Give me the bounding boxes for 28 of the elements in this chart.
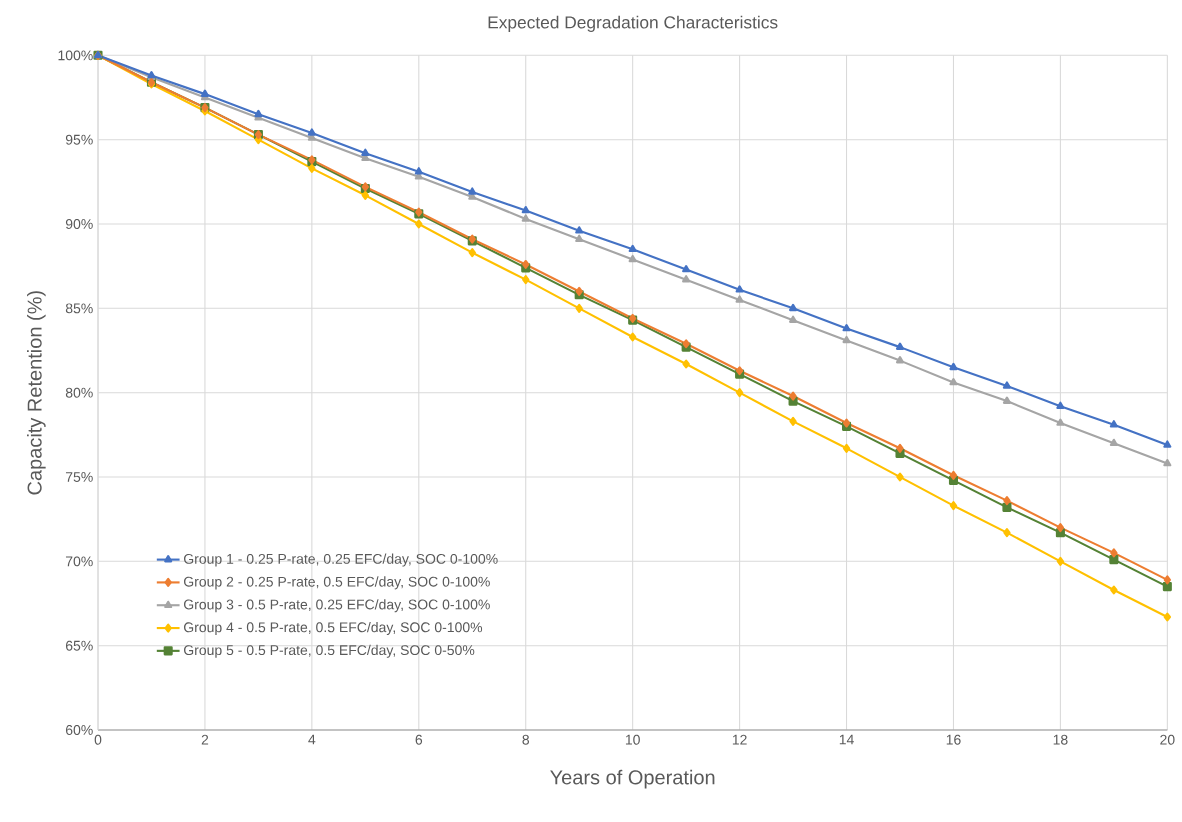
x-tick-label: 4 (308, 734, 316, 745)
y-tick-label: 65% (65, 640, 93, 651)
x-tick-label: 8 (522, 734, 530, 745)
x-tick-label: 2 (201, 734, 209, 745)
x-tick-label: 16 (946, 734, 961, 745)
legend-label: Group 3 - 0.5 P-rate, 0.25 EFC/day, SOC 0-100% (184, 599, 490, 613)
y-tick-label: 90% (65, 219, 93, 229)
x-tick-label: 6 (415, 734, 423, 745)
x-tick-label: 18 (1053, 734, 1068, 745)
y-axis-title: Capacity Retention (%) (27, 291, 46, 495)
legend-label: Group 4 - 0.5 P-rate, 0.5 EFC/day, SOC 0-100% (184, 621, 483, 636)
y-tick-label: 100% (58, 50, 93, 61)
y-tick-label: 75% (65, 472, 93, 482)
y-tick-label: 85% (65, 303, 93, 314)
x-tick-label: 20 (1160, 734, 1175, 745)
legend-label: Group 1 - 0.25 P-rate, 0.25 EFC/day, SOC 0-100% (184, 553, 498, 567)
y-tick-label: 95% (65, 134, 93, 145)
y-tick-label: 80% (65, 387, 93, 398)
y-tick-label: 60% (65, 725, 93, 735)
x-tick-label: 10 (625, 734, 640, 745)
legend-label: Group 5 - 0.5 P-rate, 0.5 EFC/day, SOC 0-50% (184, 644, 475, 658)
x-tick-label: 12 (732, 734, 747, 745)
chart-title: Expected Degradation Characteristics (488, 15, 778, 32)
x-tick-label: 14 (839, 734, 854, 745)
y-tick-label: 70% (65, 556, 93, 567)
legend-label: Group 2 - 0.25 P-rate, 0.5 EFC/day, SOC 0-100% (184, 576, 490, 590)
x-axis-title: Years of Operation (550, 769, 715, 789)
x-tick-label: 0 (94, 734, 102, 745)
